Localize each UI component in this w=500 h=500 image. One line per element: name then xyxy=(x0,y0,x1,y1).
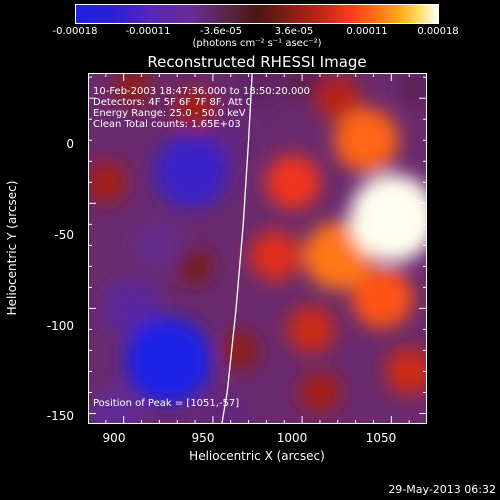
intensity-blob xyxy=(174,88,216,130)
y-tick-label: -150 xyxy=(46,409,74,423)
x-axis-label: Heliocentric X (arcsec) xyxy=(189,449,325,463)
energy-range: Energy Range: 25.0 - 50.0 keV xyxy=(93,108,246,119)
intensity-blob xyxy=(88,161,127,203)
intensity-blob xyxy=(177,249,213,284)
detectors-info: Detectors: 4F 5F 6F 7F 8F, Att 0 xyxy=(93,97,253,108)
intensity-blob xyxy=(249,230,302,282)
intensity-blob xyxy=(351,267,414,329)
colorbar xyxy=(75,4,439,24)
peak-position: Position of Peak = [1051,-57] xyxy=(93,398,240,409)
colorbar-tick: -3.6e-05 xyxy=(200,26,242,37)
intensity-blob xyxy=(349,174,427,263)
y-tick-label: 0 xyxy=(66,137,74,151)
colorbar-tick: -0.00011 xyxy=(125,26,171,37)
chart-title: Reconstructed RHESSI Image xyxy=(147,53,367,71)
x-tick-label: 1050 xyxy=(365,431,397,445)
intensity-blob xyxy=(299,371,341,414)
y-tick-label: -100 xyxy=(46,319,74,333)
intensity-blob xyxy=(287,305,336,354)
intensity-blob xyxy=(197,389,246,424)
observation-time: 10-Feb-2003 18:47:36.000 to 18:50:20.000 xyxy=(93,86,311,97)
rhessi-image-plot xyxy=(88,73,427,424)
intensity-blob xyxy=(88,386,143,424)
y-tick-label: -50 xyxy=(54,228,74,242)
plot-frame xyxy=(88,73,427,424)
intensity-blob xyxy=(220,331,259,370)
intensity-blob xyxy=(133,219,186,272)
intensity-blob xyxy=(265,154,321,210)
y-axis-label: Heliocentric Y (arcsec) xyxy=(5,180,19,316)
intensity-blob xyxy=(284,73,320,99)
intensity-blob xyxy=(385,347,427,396)
generation-date: 29-May-2013 06:32 xyxy=(388,483,496,496)
x-tick-label: 1000 xyxy=(276,431,308,445)
colorbar-tick: 0.00018 xyxy=(417,26,459,37)
intensity-blob xyxy=(113,73,152,107)
intensity-blob xyxy=(124,316,213,405)
x-tick-label: 950 xyxy=(191,431,215,445)
intensity-blob xyxy=(236,73,279,109)
x-tick-label: 900 xyxy=(102,431,126,445)
intensity-blob xyxy=(315,75,361,121)
intensity-blob xyxy=(334,107,399,173)
intensity-blob xyxy=(154,134,229,210)
clean-total-counts: Clean Total counts: 1.65E+03 xyxy=(93,119,241,130)
colorbar-unit-label: (photons cm⁻² s⁻¹ asec⁻²) xyxy=(192,38,322,49)
colorbar-tick: -0.00018 xyxy=(52,26,98,37)
solar-limb-line xyxy=(221,73,253,424)
colorbar-tick: 0.00011 xyxy=(346,26,388,37)
colorbar-tick: 3.6e-05 xyxy=(274,26,314,37)
